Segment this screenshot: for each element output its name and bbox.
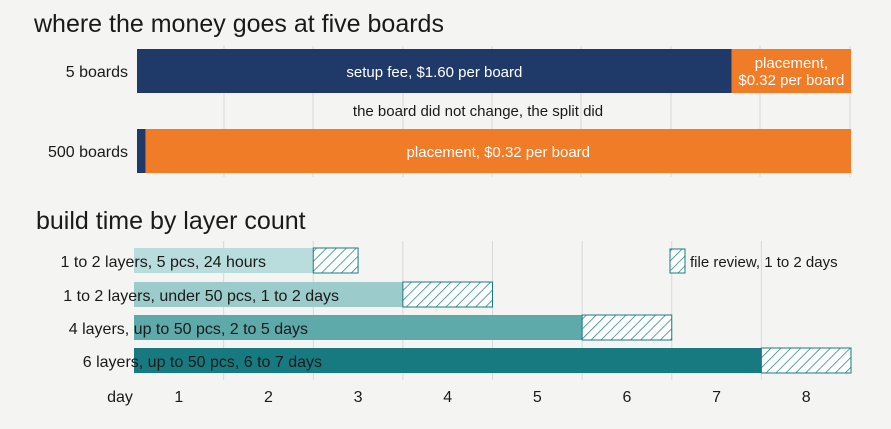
build-category-label: 4 layers, up to 50 pcs, 2 to 5 days <box>69 321 308 338</box>
build-category-label: 1 to 2 layers, 5 pcs, 24 hours <box>61 254 266 271</box>
bar-setup-2 <box>137 129 146 173</box>
build-x-axis: day 1 2 3 4 5 6 7 8 <box>107 389 811 406</box>
money-bars: 5 boards setup fee, $1.60 per board placem… <box>48 49 851 173</box>
x-tick-label: 6 <box>622 389 631 406</box>
file-review-bar-2 <box>402 281 493 308</box>
x-axis-label: day <box>107 389 133 406</box>
build-category-label: 1 to 2 layers, under 50 pcs, 1 to 2 days <box>63 288 339 305</box>
build-bar-1 <box>134 248 314 273</box>
build-bar-2 <box>134 282 403 307</box>
money-annotation: the board did not change, the split did <box>353 103 603 120</box>
x-tick-label: 2 <box>264 389 273 406</box>
x-tick-label: 7 <box>712 389 721 406</box>
legend: file review, 1 to 2 days <box>669 248 838 274</box>
build-bar-4 <box>134 348 762 373</box>
build-bars: 1 to 2 layers, 5 pcs, 24 hours 1 to 2 lay… <box>61 247 852 374</box>
x-tick-label: 4 <box>443 389 452 406</box>
build-bar-3 <box>134 315 583 340</box>
build-category-label: 6 layers, up to 50 pcs, 6 to 7 days <box>83 354 322 371</box>
file-review-bar-3 <box>581 314 673 341</box>
money-chart-title: where the money goes at five boards <box>33 10 444 38</box>
x-tick-label: 1 <box>174 389 183 406</box>
build-chart-title: build time by layer count <box>36 207 306 235</box>
bar-placement-label: placement, $0.32 per board <box>407 144 590 161</box>
x-tick-label: 3 <box>354 389 363 406</box>
legend-label-file-review: file review, 1 to 2 days <box>690 254 838 271</box>
money-category-label: 500 boards <box>48 144 128 161</box>
bar-placement-2 <box>145 129 851 173</box>
file-review-bar-4 <box>760 347 852 374</box>
x-tick-label: 8 <box>802 389 811 406</box>
bar-placement-1 <box>731 49 851 93</box>
bar-setup-label: setup fee, $1.60 per board <box>346 64 522 81</box>
bar-placement-label: placement, $0.32 per board <box>738 55 844 89</box>
file-review-bar-1 <box>312 247 359 274</box>
money-category-label: 5 boards <box>66 64 128 81</box>
bar-setup-1 <box>137 49 732 93</box>
x-tick-label: 5 <box>533 389 542 406</box>
legend-swatch-file-review <box>669 248 686 274</box>
